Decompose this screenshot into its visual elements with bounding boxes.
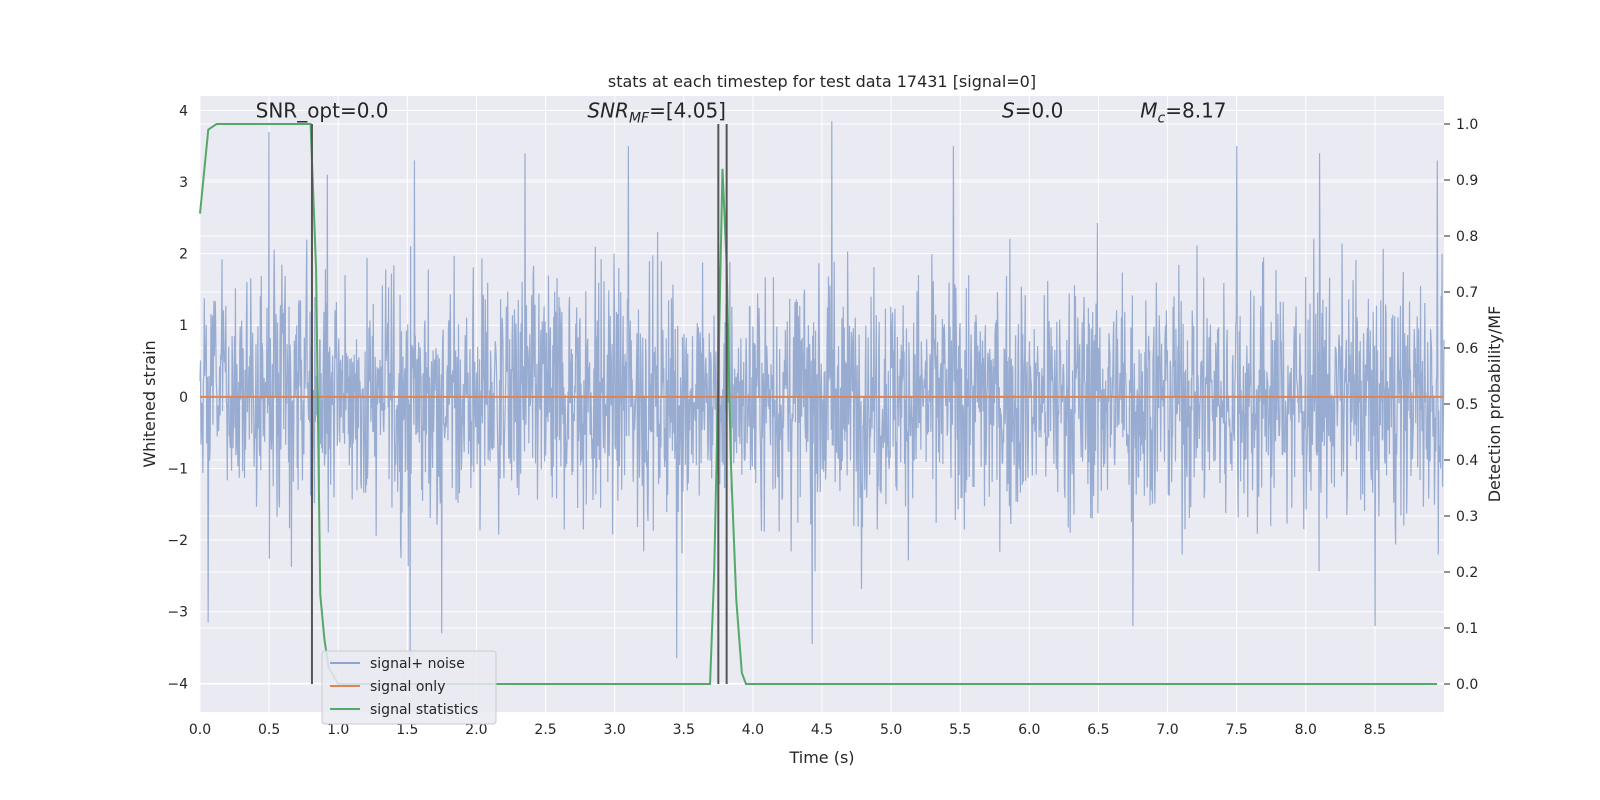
x-tick-label: 7.0 — [1156, 722, 1178, 738]
y-tick-label-right: 0.9 — [1456, 173, 1478, 189]
y-axis-label-right: Detection probability/MF — [1485, 306, 1504, 503]
x-tick-label: 6.0 — [1018, 722, 1040, 738]
y-tick-label-left: 4 — [179, 103, 188, 119]
annotation-text: Mc=8.17 — [1140, 98, 1226, 126]
y-tick-label-right: 0.3 — [1456, 509, 1478, 525]
x-tick-label: 3.5 — [673, 722, 695, 738]
annotation-text: SNR_opt=0.0 — [256, 98, 389, 122]
x-tick-label: 1.0 — [327, 722, 349, 738]
y-tick-label-right: 1.0 — [1456, 117, 1478, 133]
series-signal-statistics-line — [199, 123, 1438, 685]
y-tick-label-left: 2 — [179, 247, 188, 263]
legend: signal+ noise signal only signal statist… — [321, 650, 497, 725]
y-tick-label-right: 0.6 — [1456, 341, 1478, 357]
x-tick-label: 4.0 — [742, 722, 764, 738]
x-axis-label: Time (s) — [788, 748, 854, 767]
legend-label-signal-noise: signal+ noise — [370, 656, 465, 672]
y-tick-label-right: 0.7 — [1456, 285, 1478, 301]
legend-box — [321, 650, 497, 725]
annotation-text: SNRMF=[4.05] — [587, 98, 726, 126]
y-axis-label-left: Whitened strain — [140, 340, 159, 467]
series-layer — [199, 123, 1444, 685]
x-tick-label: 8.5 — [1364, 722, 1386, 738]
y-tick-label-left: 0 — [179, 390, 188, 406]
legend-label-signal-statistics: signal statistics — [370, 702, 478, 718]
y-tick-label-left: −4 — [167, 676, 188, 692]
y-tick-label-left: −3 — [167, 605, 188, 621]
x-tick-label: 0.5 — [258, 722, 280, 738]
y-tick-label-left: 1 — [179, 318, 188, 334]
y-tick-label-right: 0.5 — [1456, 397, 1478, 413]
chart-title: stats at each timestep for test data 174… — [608, 72, 1036, 91]
annotations-layer: SNR_opt=0.0 SNRMF=[4.05] S=0.0 Mc=8.17 — [256, 98, 1227, 126]
y-tick-label-right: 0.0 — [1456, 677, 1478, 693]
noise-series-layer — [199, 121, 1445, 659]
annotation-text: S=0.0 — [1002, 98, 1063, 122]
x-tick-label: 2.0 — [465, 722, 487, 738]
vertical-lines-layer — [310, 124, 728, 684]
x-tick-label: 1.5 — [396, 722, 418, 738]
y-tick-label-right: 0.4 — [1456, 453, 1478, 469]
x-tick-label: 0.0 — [189, 722, 211, 738]
x-tick-label: 3.0 — [604, 722, 626, 738]
x-tick-label: 5.5 — [949, 722, 971, 738]
series-signal-noise-line — [199, 121, 1445, 659]
x-tick-label: 5.0 — [880, 722, 902, 738]
y-tick-label-right: 0.2 — [1456, 565, 1478, 581]
x-tick-label: 2.5 — [534, 722, 556, 738]
y-tick-label-right: 0.1 — [1456, 621, 1478, 637]
x-tick-label: 7.5 — [1226, 722, 1248, 738]
y-tick-label-left: 3 — [179, 175, 188, 191]
y-tick-label-right: 0.8 — [1456, 229, 1478, 245]
x-tick-label: 4.5 — [811, 722, 833, 738]
legend-label-signal-only: signal only — [370, 679, 445, 695]
ticks-layer: 0.0 0.5 1.0 1.5 2.0 2.5 3.0 3.5 4.0 4.5 5.0 5.5 6.0 6… — [167, 103, 1478, 738]
x-tick-label: 8.0 — [1295, 722, 1317, 738]
y-tick-label-left: −1 — [167, 461, 188, 477]
y-tick-label-left: −2 — [167, 533, 188, 549]
x-tick-label: 6.5 — [1087, 722, 1109, 738]
